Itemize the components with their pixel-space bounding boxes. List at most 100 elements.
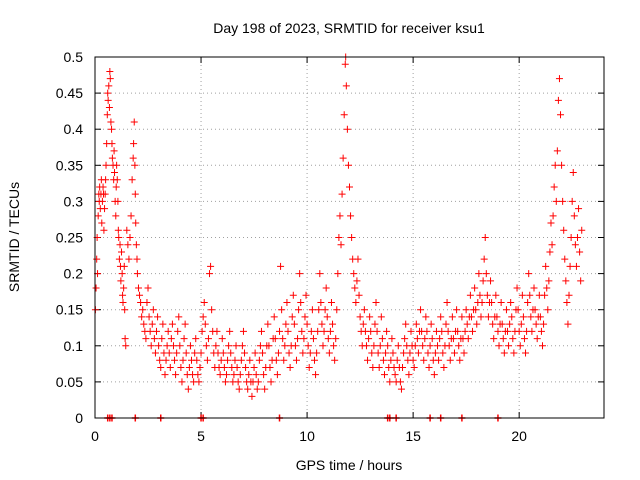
data-point — [383, 327, 391, 335]
data-point — [336, 212, 344, 220]
data-points — [91, 53, 586, 400]
data-point — [552, 197, 560, 205]
data-point — [343, 125, 351, 133]
data-point — [92, 284, 100, 292]
data-point — [126, 234, 134, 241]
data-point — [322, 284, 330, 292]
data-point — [368, 349, 376, 357]
data-point — [101, 190, 109, 198]
data-point — [193, 356, 201, 364]
data-point — [375, 363, 383, 371]
data-point — [253, 385, 261, 393]
data-point — [568, 197, 576, 205]
data-point — [510, 349, 518, 357]
data-point — [222, 371, 230, 379]
data-point — [198, 327, 206, 335]
data-point — [199, 313, 207, 321]
data-point — [147, 342, 155, 350]
data-point — [488, 298, 496, 306]
data-point — [362, 342, 370, 350]
y-tick-labels: 0 0.05 0.1 0.15 0.2 0.25 0.3 0.35 0.4 0.45 0.5 — [56, 49, 83, 426]
data-point — [144, 284, 152, 292]
data-point — [289, 291, 297, 299]
data-point — [130, 118, 138, 126]
data-point — [565, 291, 573, 299]
data-point — [309, 335, 317, 343]
data-point — [374, 349, 382, 357]
data-point — [311, 356, 319, 364]
data-point — [297, 298, 305, 306]
data-point — [335, 234, 343, 241]
data-point — [484, 313, 492, 321]
data-point — [324, 335, 332, 343]
data-point — [540, 320, 548, 328]
data-point — [179, 356, 187, 364]
data-point — [524, 298, 532, 306]
data-point — [162, 356, 170, 364]
data-point — [181, 320, 189, 328]
data-point — [541, 291, 549, 299]
data-point — [226, 327, 234, 335]
data-point — [131, 161, 139, 169]
data-point — [509, 335, 517, 343]
data-point — [527, 313, 535, 321]
data-point — [155, 342, 163, 350]
data-point — [257, 327, 265, 335]
data-point — [435, 356, 443, 364]
data-point — [366, 313, 374, 321]
data-point — [261, 385, 269, 393]
data-point — [454, 327, 462, 335]
data-point — [352, 298, 360, 306]
data-point — [320, 327, 328, 335]
data-point — [569, 169, 577, 177]
data-point — [338, 190, 346, 198]
data-point — [203, 356, 211, 364]
data-point — [122, 342, 130, 350]
data-point — [288, 313, 296, 321]
data-point — [473, 320, 481, 328]
data-point — [369, 363, 377, 371]
data-point — [127, 212, 135, 220]
data-point — [536, 313, 544, 321]
data-point — [396, 378, 404, 386]
data-point — [180, 335, 188, 343]
data-point — [479, 277, 487, 285]
data-point — [546, 248, 554, 256]
data-point — [101, 205, 109, 213]
data-point — [467, 313, 475, 321]
data-point — [471, 284, 479, 292]
data-point — [105, 82, 113, 90]
x-tick-label: 0 — [91, 428, 99, 444]
data-point — [394, 342, 402, 350]
data-point — [237, 356, 245, 364]
data-point — [115, 234, 123, 241]
data-point — [182, 349, 190, 357]
data-point — [532, 320, 540, 328]
data-point — [317, 298, 325, 306]
data-point — [391, 371, 399, 379]
data-point — [448, 313, 456, 321]
data-point — [559, 197, 567, 205]
data-point — [119, 298, 127, 306]
data-point — [417, 306, 425, 314]
data-point — [153, 327, 161, 335]
data-point — [110, 147, 118, 155]
data-point — [543, 284, 551, 292]
data-point — [323, 313, 331, 321]
data-point — [94, 212, 102, 220]
data-point — [271, 335, 279, 343]
data-point — [489, 320, 497, 328]
data-point — [120, 262, 128, 270]
data-point — [191, 349, 199, 357]
data-point — [519, 313, 527, 321]
data-point — [538, 342, 546, 350]
data-point — [463, 320, 471, 328]
data-point — [431, 349, 439, 357]
data-point — [145, 313, 153, 321]
y-tick-label: 0.25 — [56, 230, 83, 246]
data-point — [295, 306, 303, 314]
data-point — [346, 183, 353, 191]
data-point — [178, 378, 186, 386]
data-point — [128, 176, 136, 184]
data-point — [231, 356, 239, 364]
